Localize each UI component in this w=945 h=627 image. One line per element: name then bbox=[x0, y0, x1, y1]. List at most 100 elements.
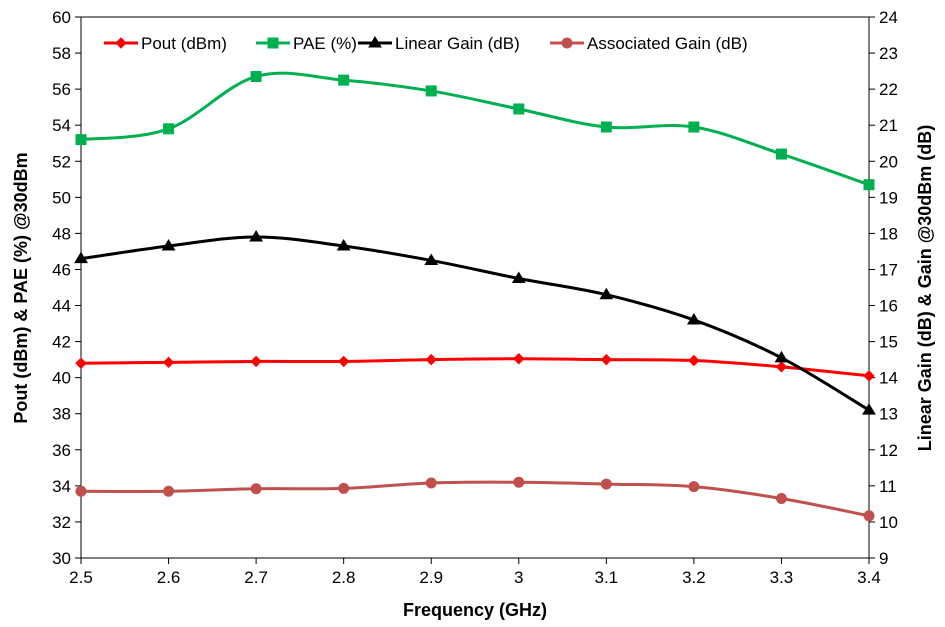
y-right-tick-label: 23 bbox=[879, 44, 898, 63]
data-point bbox=[163, 485, 175, 497]
y-axis-left-title: Pout (dBm) & PAE (%) @30dBm bbox=[11, 152, 31, 423]
y-left-tick-label: 42 bbox=[52, 333, 71, 352]
x-tick-label: 3.3 bbox=[770, 568, 794, 587]
data-point bbox=[162, 356, 175, 369]
data-point bbox=[513, 476, 525, 488]
x-tick-label: 2.7 bbox=[244, 568, 268, 587]
y-axis-left: 30 32 34 36 38 40 42 44 46 48 50 52 54 56 58 60 bbox=[52, 8, 81, 568]
x-tick-label: 2.6 bbox=[157, 568, 181, 587]
legend-label: PAE (%) bbox=[293, 34, 357, 53]
y-left-tick-label: 46 bbox=[52, 260, 71, 279]
legend-marker bbox=[561, 37, 573, 49]
legend-label: Pout (dBm) bbox=[141, 34, 227, 53]
data-point bbox=[513, 353, 525, 365]
data-point bbox=[863, 370, 875, 382]
legend-marker bbox=[115, 37, 127, 49]
y-axis-right: 9 10 11 12 13 14 15 16 17 18 19 20 21 22 23 24 bbox=[869, 8, 898, 568]
y-right-tick-label: 22 bbox=[879, 80, 898, 99]
series-pae bbox=[75, 71, 875, 191]
y-left-tick-label: 32 bbox=[52, 513, 71, 532]
y-right-tick-label: 18 bbox=[879, 224, 898, 243]
data-point bbox=[775, 492, 787, 504]
data-point bbox=[75, 357, 87, 369]
data-point bbox=[75, 485, 87, 497]
y-right-tick-label: 11 bbox=[879, 477, 897, 496]
legend-entry: Pout (dBm) bbox=[104, 34, 227, 53]
x-tick-label: 2.9 bbox=[419, 568, 443, 587]
series-line bbox=[80, 235, 870, 412]
y-right-tick-label: 17 bbox=[879, 260, 898, 279]
data-point bbox=[600, 353, 613, 366]
legend-label: Associated Gain (dB) bbox=[587, 34, 748, 53]
x-tick-label: 3.4 bbox=[857, 568, 881, 587]
y-left-tick-label: 30 bbox=[52, 549, 71, 568]
data-point bbox=[600, 478, 612, 490]
legend-entry: PAE (%) bbox=[256, 34, 357, 53]
x-tick-label: 2.5 bbox=[69, 568, 93, 587]
data-point bbox=[250, 355, 262, 368]
data-point bbox=[250, 483, 262, 495]
y-right-tick-label: 14 bbox=[879, 369, 898, 388]
x-axis-title: Frequency (GHz) bbox=[403, 600, 547, 620]
y-right-tick-label: 9 bbox=[879, 549, 888, 568]
data-point bbox=[863, 179, 875, 191]
series-layer bbox=[74, 71, 876, 522]
series-line bbox=[80, 480, 870, 518]
legend-entry: Linear Gain (dB) bbox=[358, 34, 520, 53]
data-point bbox=[511, 271, 526, 283]
series-line bbox=[80, 71, 870, 187]
data-point bbox=[250, 71, 262, 83]
data-point bbox=[688, 481, 700, 493]
data-point bbox=[688, 121, 700, 133]
legend-entry: Associated Gain (dB) bbox=[550, 34, 748, 53]
data-point bbox=[862, 403, 876, 415]
data-point bbox=[775, 148, 787, 160]
x-tick-label: 3.2 bbox=[682, 568, 706, 587]
y-right-tick-label: 24 bbox=[879, 8, 898, 27]
y-left-tick-label: 56 bbox=[52, 80, 71, 99]
data-point bbox=[338, 482, 350, 494]
y-left-tick-label: 44 bbox=[52, 297, 71, 316]
data-point bbox=[600, 121, 612, 133]
y-left-tick-label: 52 bbox=[52, 152, 71, 171]
y-right-tick-label: 13 bbox=[879, 405, 898, 424]
data-point bbox=[249, 230, 263, 242]
series-associated-gain-db bbox=[75, 476, 875, 522]
data-point bbox=[775, 361, 788, 373]
data-point bbox=[599, 287, 614, 300]
data-point bbox=[688, 354, 700, 367]
y-right-tick-label: 10 bbox=[879, 513, 898, 532]
data-point bbox=[425, 477, 437, 489]
legend-label: Linear Gain (dB) bbox=[395, 34, 520, 53]
y-left-tick-label: 54 bbox=[52, 116, 71, 135]
x-tick-label: 2.8 bbox=[332, 568, 356, 587]
data-point bbox=[161, 239, 176, 251]
data-point bbox=[687, 312, 701, 325]
data-point bbox=[424, 253, 439, 265]
data-point bbox=[338, 74, 350, 86]
y-left-tick-label: 34 bbox=[52, 477, 71, 496]
data-point bbox=[75, 134, 87, 146]
data-point bbox=[513, 103, 525, 115]
y-left-tick-label: 50 bbox=[52, 188, 71, 207]
y-left-tick-label: 40 bbox=[52, 369, 71, 388]
data-point bbox=[163, 123, 175, 135]
legend-marker bbox=[368, 36, 382, 48]
x-tick-label: 3 bbox=[514, 568, 523, 587]
y-left-tick-label: 60 bbox=[52, 8, 71, 27]
series-linear-gain-db bbox=[74, 230, 876, 415]
series-pout-dbm bbox=[75, 353, 875, 382]
y-right-tick-label: 15 bbox=[879, 333, 898, 352]
data-point bbox=[336, 239, 351, 251]
y-left-tick-label: 38 bbox=[52, 405, 71, 424]
legend-marker bbox=[267, 37, 279, 49]
y-right-tick-label: 19 bbox=[879, 188, 898, 207]
data-point bbox=[425, 85, 437, 97]
y-right-tick-label: 21 bbox=[879, 116, 898, 135]
y-left-tick-label: 58 bbox=[52, 44, 71, 63]
plot-area bbox=[80, 16, 870, 559]
series-line bbox=[80, 357, 870, 378]
data-point bbox=[337, 355, 350, 368]
legend: Pout (dBm) PAE (%) Linear Gain (dB) Associa… bbox=[104, 34, 748, 53]
